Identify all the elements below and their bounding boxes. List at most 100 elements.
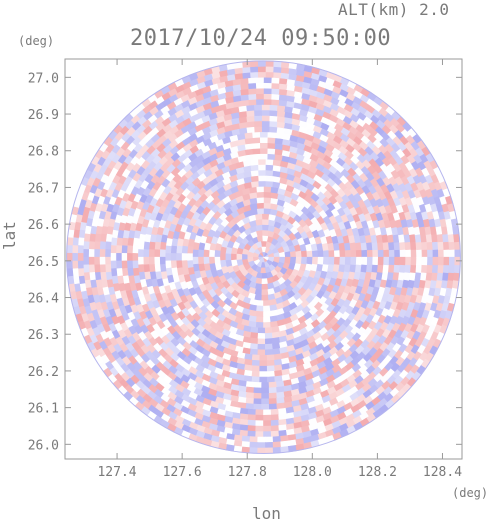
velocity-cell [268, 104, 278, 111]
velocity-cell [266, 359, 276, 367]
velocity-cell [82, 256, 90, 266]
velocity-cell [104, 249, 111, 258]
velocity-cell [251, 153, 261, 160]
velocity-cell [77, 268, 85, 278]
velocity-cell [289, 256, 297, 265]
velocity-cell [263, 414, 272, 422]
velocity-cell [270, 98, 280, 106]
velocity-cell [253, 109, 262, 117]
velocity-cell [208, 256, 216, 265]
x-tick-label: 128.2 [358, 465, 397, 480]
velocity-cell [257, 71, 266, 78]
velocity-cell [270, 414, 280, 421]
velocity-cell [77, 260, 84, 270]
velocity-cell [66, 260, 73, 270]
velocity-cell [257, 442, 266, 449]
velocity-cell [328, 249, 335, 258]
velocity-cell [454, 248, 461, 258]
velocity-cell [110, 252, 117, 262]
velocity-cell [257, 65, 266, 73]
velocity-cell [71, 245, 79, 254]
velocity-cell [263, 87, 272, 95]
velocity-cell [153, 256, 161, 266]
y-tick-label: 26.8 [28, 145, 59, 160]
velocity-cell [311, 249, 319, 258]
velocity-cell [270, 430, 280, 438]
velocity-cell [257, 447, 266, 454]
velocity-cell [249, 71, 259, 79]
velocity-cell [410, 241, 417, 250]
velocity-cell [170, 253, 177, 262]
velocity-cell [137, 249, 144, 258]
velocity-cell [137, 241, 145, 251]
velocity-cell [263, 300, 271, 307]
velocity-cell [126, 245, 134, 254]
velocity-cell [249, 60, 259, 68]
velocity-cell [261, 294, 270, 302]
velocity-cell [99, 256, 106, 266]
velocity-cell [442, 241, 450, 250]
velocity-cell [126, 260, 134, 270]
velocity-cell [181, 253, 188, 262]
velocity-cell [249, 441, 259, 449]
velocity-cell [121, 260, 128, 270]
velocity-cell [110, 260, 117, 270]
velocity-cell [251, 142, 261, 149]
velocity-cell [257, 332, 266, 340]
velocity-cell [256, 202, 264, 209]
velocity-cell [263, 321, 272, 329]
velocity-cell [421, 264, 428, 274]
velocity-cell [249, 158, 259, 166]
velocity-cell [88, 264, 96, 274]
velocity-cell [270, 77, 280, 84]
velocity-cell [399, 249, 407, 258]
velocity-cell [328, 256, 335, 265]
velocity-cell [249, 447, 259, 454]
velocity-cell [251, 131, 261, 139]
velocity-cell [263, 76, 272, 84]
velocity-cell [306, 249, 314, 258]
velocity-cell [264, 180, 274, 188]
velocity-cell [350, 249, 357, 258]
velocity-cell [272, 441, 282, 449]
velocity-cell [253, 120, 262, 127]
velocity-cell [241, 441, 251, 448]
velocity-cell [382, 241, 390, 251]
velocity-cell [255, 196, 264, 204]
velocity-cell [399, 264, 406, 273]
velocity-cell [405, 249, 412, 258]
x-tick-label: 128.0 [293, 465, 332, 480]
velocity-cell [263, 316, 272, 323]
velocity-cell [339, 256, 346, 265]
velocity-cell [372, 256, 379, 266]
velocity-cell [264, 332, 274, 340]
velocity-cell [264, 175, 274, 182]
velocity-cell [437, 264, 445, 274]
velocity-cell [192, 249, 199, 258]
velocity-cell [131, 260, 139, 270]
velocity-cell [272, 435, 282, 443]
velocity-cell [264, 338, 274, 345]
velocity-cell [295, 256, 303, 265]
y-tick-label: 27.0 [28, 71, 59, 86]
velocity-cell [261, 109, 270, 116]
x-axis: 127.4 127.6 127.8 128.0 128.2 128.4 [97, 59, 462, 480]
velocity-cell [261, 235, 269, 242]
velocity-cell [272, 446, 282, 454]
plot-frame [64, 58, 463, 460]
velocity-cell [71, 252, 78, 262]
y-tick-label: 26.3 [28, 328, 59, 343]
velocity-cell [148, 249, 155, 258]
velocity-cell [213, 256, 221, 265]
velocity-cell [448, 248, 456, 258]
velocity-cell [230, 253, 237, 261]
velocity-cell [263, 425, 272, 433]
velocity-cell [265, 65, 274, 73]
velocity-cell [257, 180, 266, 187]
velocity-cell [263, 98, 272, 105]
y-axis: 26.0 26.1 26.2 26.3 26.4 26.5 26.6 26.7 26.8 26.9… [28, 71, 462, 453]
velocity-cell [99, 264, 106, 274]
y-tick-label: 26.1 [28, 402, 59, 417]
velocity-cell [404, 241, 412, 251]
